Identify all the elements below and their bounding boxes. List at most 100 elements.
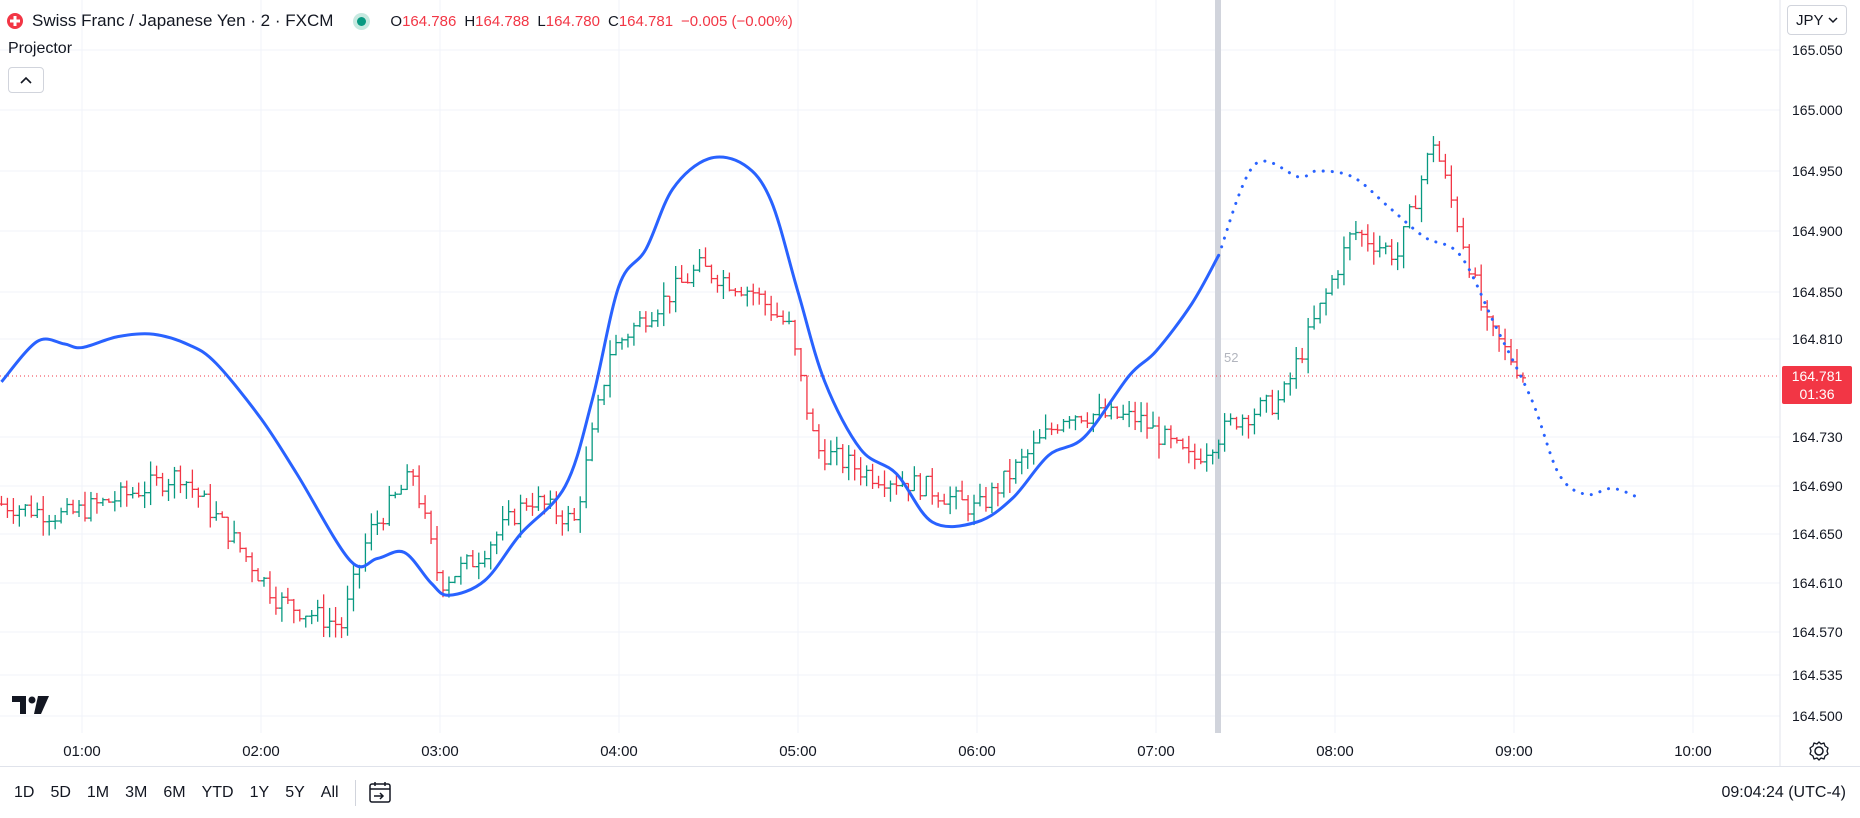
price-bar (690, 264, 697, 287)
price-bar (929, 468, 936, 505)
price-bar (105, 498, 112, 503)
symbol-legend: Swiss Franc / Japanese Yen · 2 · FXCM O1… (6, 6, 793, 36)
price-bar (1251, 408, 1258, 435)
price-bar (469, 550, 476, 568)
price-bar (1018, 448, 1025, 475)
price-bar (523, 498, 530, 511)
projector-line-dotted (1217, 159, 1641, 500)
price-bar (416, 465, 423, 509)
range-1y-button[interactable]: 1Y (249, 783, 270, 801)
price-bar (1060, 418, 1067, 433)
price-tick-label: 165.050 (1792, 42, 1843, 58)
price-bar (833, 436, 840, 466)
price-bar (607, 340, 614, 398)
price-bar (1299, 347, 1306, 364)
price-bar (1078, 415, 1085, 424)
price-bar (1191, 443, 1198, 470)
price-bar (1364, 224, 1371, 252)
chart-plot[interactable]: 165.050 165.000 164.950 164.900 164.850 164.8… (0, 0, 1860, 766)
price-bar (1352, 220, 1359, 241)
price-bar (1012, 459, 1019, 484)
range-6m-button[interactable]: 6M (163, 783, 186, 801)
price-bar (1072, 415, 1079, 431)
price-bar (589, 422, 596, 462)
price-bar (207, 484, 214, 528)
price-bar (1513, 349, 1520, 379)
currency-select[interactable]: JPY (1787, 5, 1847, 35)
price-bar (845, 445, 852, 481)
price-bar (1006, 458, 1013, 493)
range-5d-button[interactable]: 5D (50, 783, 71, 801)
price-bar (1317, 302, 1324, 324)
price-bar (457, 556, 464, 585)
time-tick-label: 05:00 (779, 743, 817, 760)
price-tick-label: 164.950 (1792, 163, 1843, 179)
price-bar (225, 516, 232, 550)
price-bar (135, 482, 142, 498)
range-5y-button[interactable]: 5Y (285, 783, 305, 801)
symbol-title[interactable]: Swiss Franc / Japanese Yen · 2 · FXCM (32, 11, 334, 30)
price-bar (87, 491, 94, 522)
price-bar (386, 485, 393, 526)
price-bar (70, 499, 77, 515)
price-bar (76, 500, 83, 518)
price-bar (1418, 175, 1425, 223)
range-all-button[interactable]: All (320, 783, 339, 801)
price-bar (744, 286, 751, 307)
price-tick-label: 164.850 (1792, 284, 1843, 300)
price-bar (839, 444, 846, 474)
price-bar (10, 498, 17, 524)
price-bar (177, 465, 184, 494)
indicator-name[interactable]: Projector (8, 40, 73, 57)
price-bar (1024, 449, 1031, 469)
collapse-legend-button[interactable] (8, 67, 44, 93)
price-axis[interactable]: 165.050 165.000 164.950 164.900 164.850 164.8… (1779, 0, 1843, 766)
price-tick-label: 164.570 (1792, 624, 1843, 640)
price-bar (493, 531, 500, 555)
price-bar (231, 520, 238, 544)
chart-grid (0, 0, 1780, 733)
price-bar (302, 615, 309, 628)
price-bar (147, 461, 154, 506)
price-bar (284, 587, 291, 605)
price-bar (1388, 239, 1395, 266)
price-bar (684, 273, 691, 284)
price-bar (1084, 412, 1091, 429)
time-axis[interactable]: 01:00 02:00 03:00 04:00 05:00 06:00 07:00 08:00… (63, 743, 1712, 760)
price-bar (702, 247, 709, 267)
price-bar (249, 552, 256, 583)
price-bar (982, 486, 989, 512)
price-bar (266, 571, 273, 604)
range-1d-button[interactable]: 1D (14, 783, 35, 801)
price-bar (1054, 424, 1061, 434)
price-bar (350, 564, 357, 612)
price-bar (768, 295, 775, 321)
gear-icon[interactable] (1808, 740, 1830, 762)
price-bar (815, 424, 822, 459)
price-bar (195, 487, 202, 508)
calendar-goto-icon[interactable] (366, 779, 394, 807)
flag-icon (7, 13, 23, 29)
range-ytd-button[interactable]: YTD (201, 783, 234, 801)
price-bar (1346, 231, 1353, 261)
price-bar (660, 282, 667, 327)
price-bar (481, 550, 488, 568)
price-bar (571, 508, 578, 521)
chevron-down-icon (1828, 17, 1838, 24)
price-bar (0, 495, 5, 506)
close-value: 164.781 (618, 12, 674, 30)
tradingview-logo-icon[interactable] (12, 696, 50, 716)
utc-clock[interactable]: 09:04:24 (UTC-4) (1721, 783, 1847, 801)
price-bar (338, 617, 345, 639)
market-status-icon[interactable] (353, 12, 371, 30)
price-bar (875, 475, 882, 489)
price-bar (1466, 244, 1473, 278)
price-bar (99, 497, 106, 506)
price-bar (624, 333, 631, 348)
range-1m-button[interactable]: 1M (86, 783, 110, 801)
range-3m-button[interactable]: 3M (125, 783, 148, 801)
price-bar (159, 472, 166, 497)
price-bar (28, 495, 35, 518)
price-bar (58, 507, 65, 524)
price-bar (511, 508, 518, 526)
